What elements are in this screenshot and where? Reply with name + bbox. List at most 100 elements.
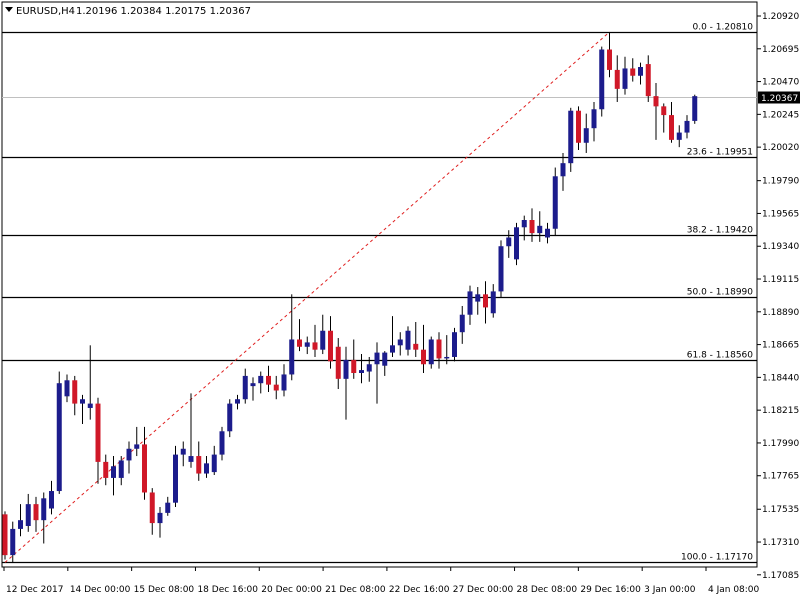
candle [475,287,481,315]
candle-body-bull [552,176,558,229]
chart-header: EURUSD,H4 1.20196 1.20384 1.20175 1.2036… [5,6,251,17]
candle-body-bull [397,339,403,346]
candle [72,375,78,416]
price-tick-label: 1.17990 [762,439,799,449]
candle [529,208,535,242]
candle [227,399,233,438]
candle-body-bear [529,220,535,234]
candle [304,336,310,355]
candle [630,58,636,82]
time-tick-label: 15 Dec 08:00 [134,585,195,595]
candle [568,107,574,172]
fib-level-label: 23.6 - 1.19951 [687,148,753,158]
price-tick-label: 1.17765 [762,472,799,482]
candle [428,336,434,369]
candle-body-bull [49,491,54,509]
candle-body-bull [374,352,380,365]
candle-body-bull [545,228,550,238]
candle-body-bull [583,128,589,143]
candle-body-bull [390,345,395,353]
candle-body-bear [103,461,109,478]
candle-body-bear [95,403,101,462]
price-tick-label: 1.19340 [762,242,799,252]
candle [622,56,628,95]
candle [521,215,527,241]
candle [258,371,264,394]
candle [692,94,698,124]
dropdown-triangle-icon[interactable] [5,7,13,12]
price-tick-label: 1.20245 [762,110,799,120]
candle [560,152,566,191]
candle-body-bull [676,132,682,140]
candle [366,356,372,382]
candle-body-bear [630,68,636,76]
time-tick-label: 14 Dec 00:00 [70,585,131,595]
candle [490,284,496,318]
time-tick-label: 20 Dec 00:00 [261,585,322,595]
candle-body-bull [475,294,481,302]
price-axis: 1.20920 1.20695 1.20470 1.20245 1.20020 1.197… [757,12,800,581]
candle-body-bear [483,294,488,308]
candle [343,346,349,420]
candle-body-bull [343,359,349,379]
time-tick-label: 21 Dec 08:00 [325,585,386,595]
candle-body-bull [25,504,31,526]
candle [638,62,643,85]
candle [351,339,357,379]
candle-body-bull [173,454,178,503]
candle-body-bull [188,456,194,462]
candle-body-bull [521,220,527,228]
candle [273,375,279,400]
candle [149,488,155,535]
candle-body-bull [10,528,16,556]
candle [142,426,147,500]
candle-body-bear [328,330,333,362]
candle [614,55,620,102]
candle-body-bull [219,431,225,455]
candle [452,327,457,362]
candle [413,322,419,357]
price-tick-label: 1.20695 [762,45,799,55]
candle [134,426,140,457]
candle-body-bull [18,520,23,529]
price-tick-label: 1.17535 [762,505,799,515]
price-tick-label: 1.18665 [762,341,799,351]
price-tick-label: 1.19790 [762,177,799,187]
price-tick-label: 1.18890 [762,308,799,318]
candle-body-bull [157,512,163,524]
candle [684,115,690,139]
candle-body-bull [227,403,233,432]
candle-body-bear [312,342,318,350]
candle [289,294,295,381]
candle-body-bull [591,109,597,129]
candle [18,504,23,537]
candle [676,125,682,148]
plot-area[interactable] [1,1,758,568]
time-tick-label: 18 Dec 16:00 [197,585,258,595]
candle-body-bear [576,110,581,143]
price-tick-label: 1.19565 [762,209,799,219]
candle [204,456,209,478]
candle-body-bull [126,448,132,461]
current-price-tag [758,91,800,104]
candle [537,211,543,242]
candle-body-bear [2,514,8,556]
candle-body-bull [405,330,411,350]
candle [118,456,124,486]
candle-body-bear [653,96,659,107]
candle [506,230,512,258]
candle [56,371,62,494]
candle-body-bear [351,359,357,373]
fib-level-label: 0.0 - 1.20810 [693,23,754,33]
candle-body-bull [490,291,496,314]
candle-body-bull [180,448,186,455]
price-tick-label: 1.20020 [762,143,799,153]
candle-body-bear [33,504,39,521]
candle [498,240,504,298]
candle [390,316,395,357]
candle [2,511,8,560]
candle-body-bull [638,67,643,76]
candle [514,222,519,266]
